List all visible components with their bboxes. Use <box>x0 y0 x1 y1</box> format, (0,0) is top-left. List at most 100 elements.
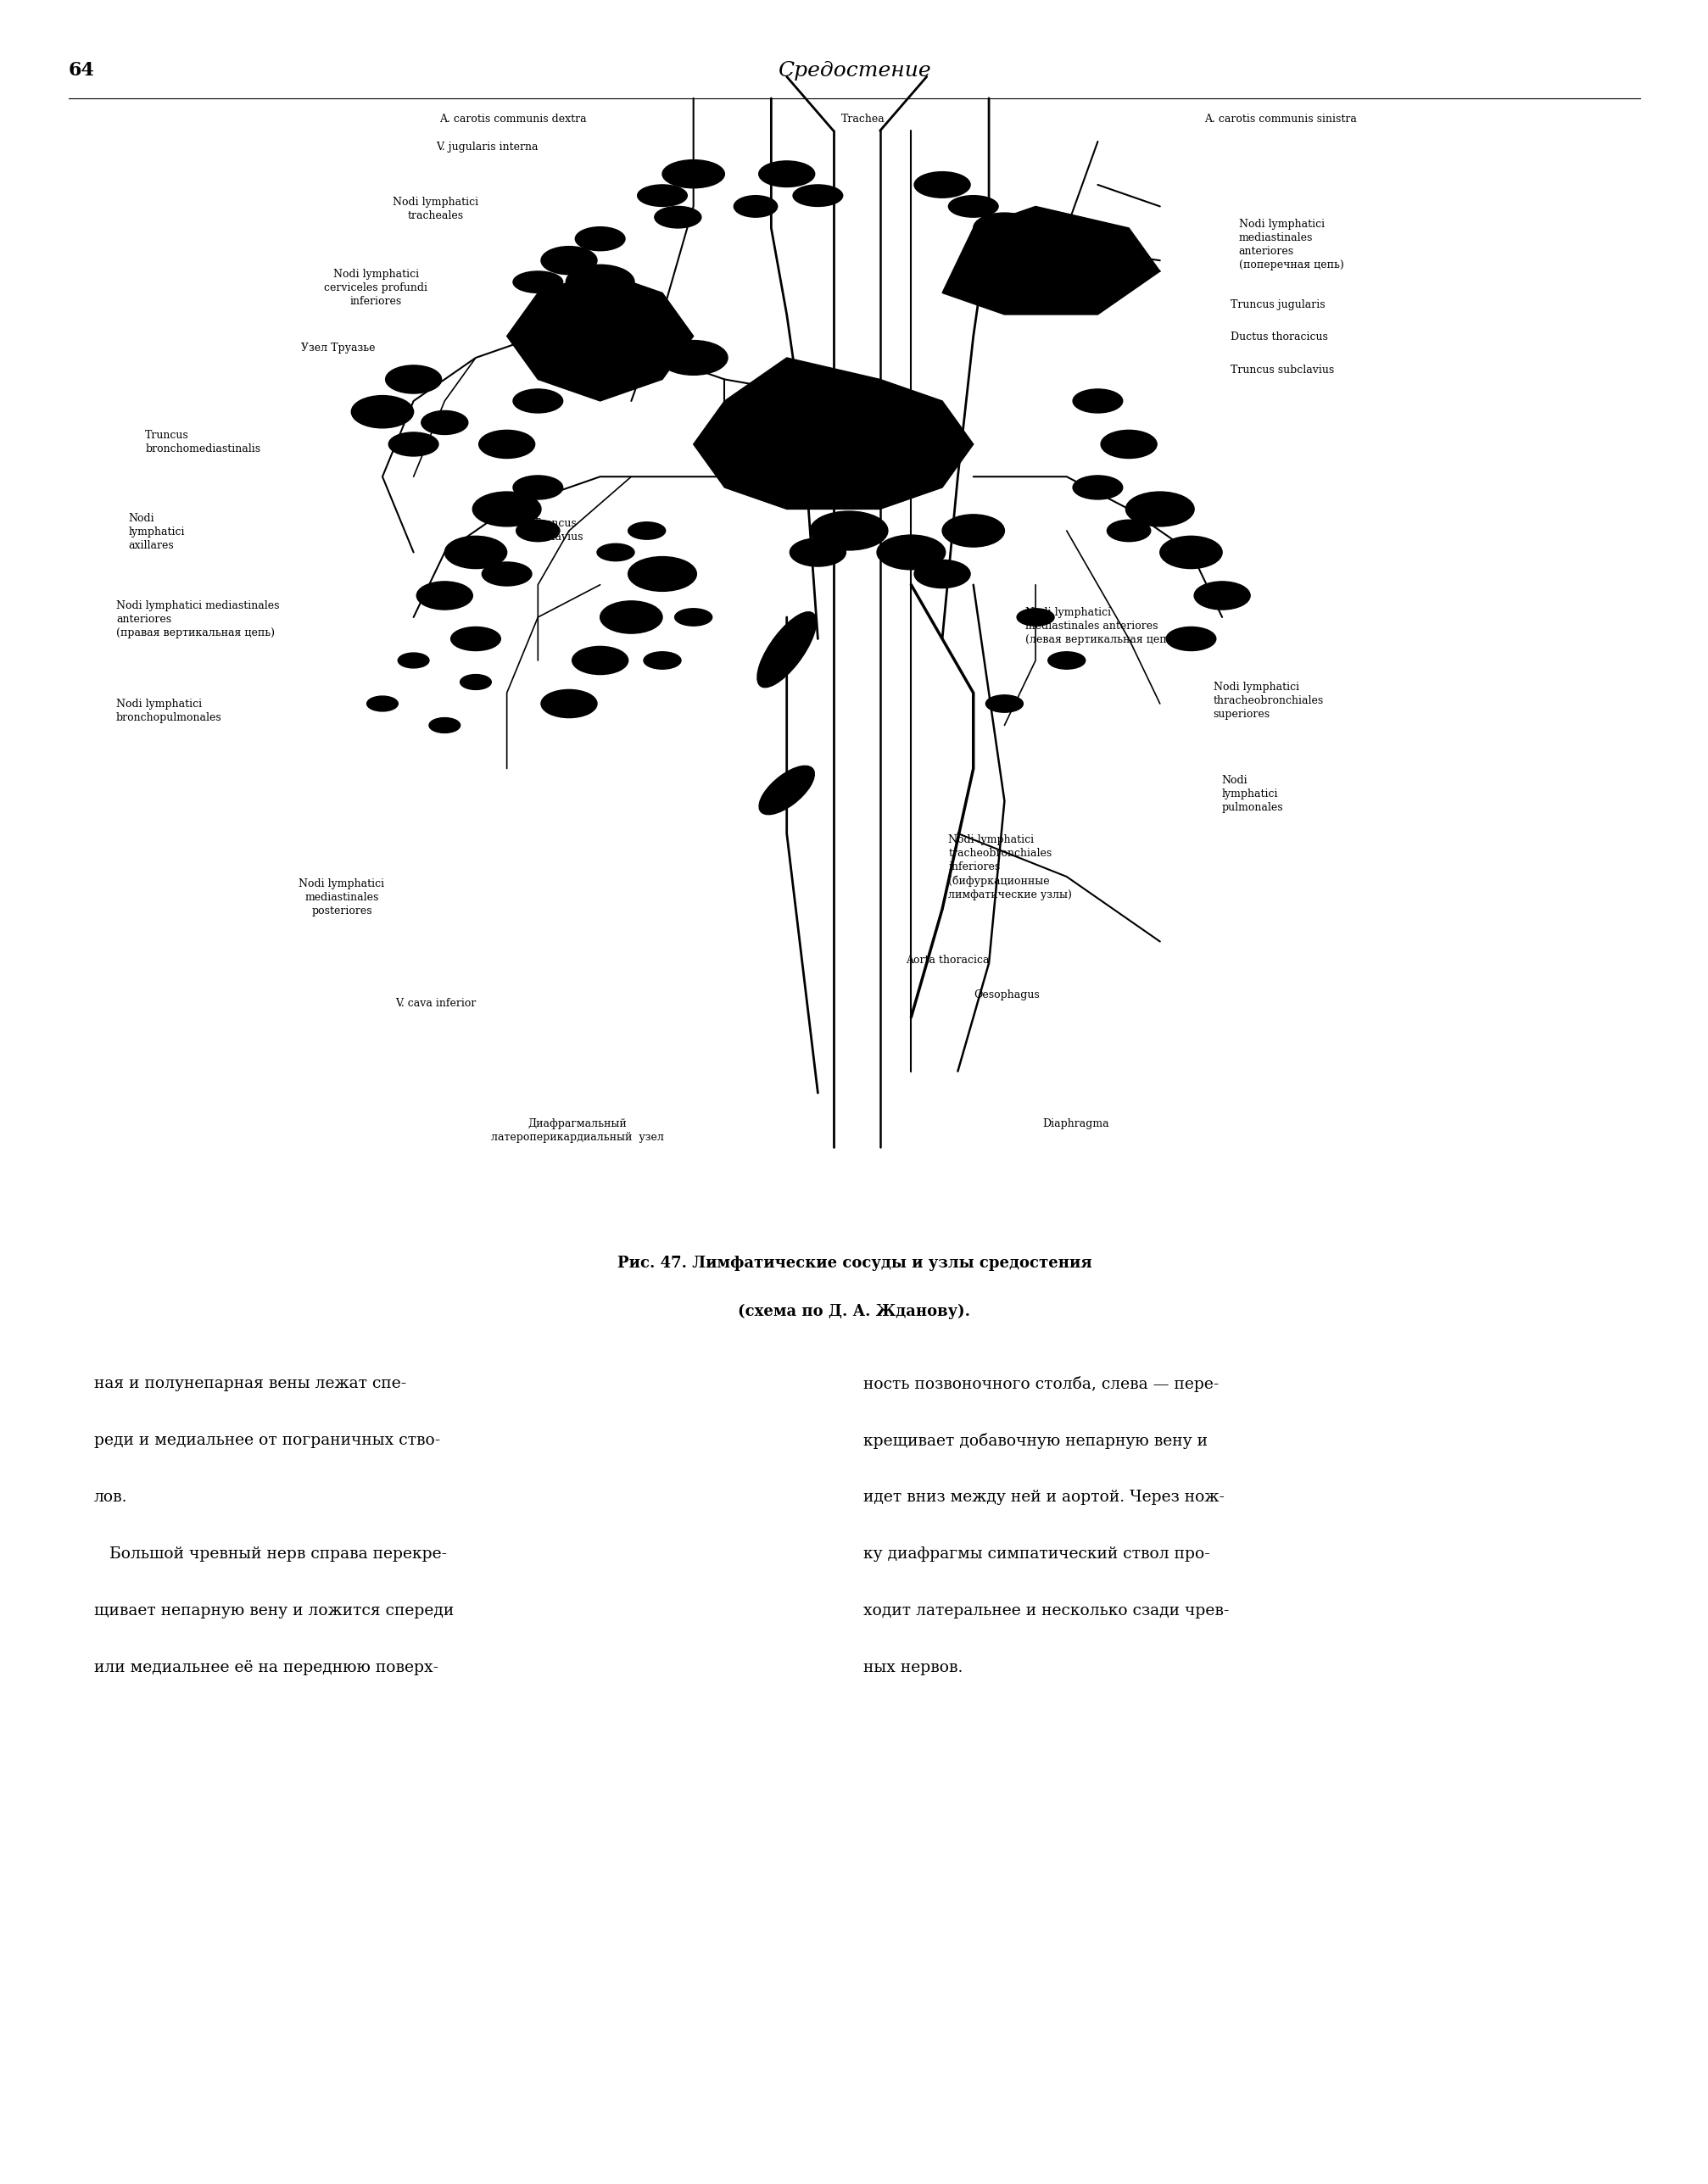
Ellipse shape <box>352 395 413 428</box>
Ellipse shape <box>1100 430 1156 459</box>
Ellipse shape <box>565 264 634 299</box>
Ellipse shape <box>793 186 842 207</box>
Ellipse shape <box>600 601 663 633</box>
Text: Nodi lymphatici
tracheobronchiales
inferiores
(бифуркационные
лимфатические узлы: Nodi lymphatici tracheobronchiales infer… <box>948 834 1071 900</box>
Text: Trachea: Trachea <box>840 114 885 124</box>
Ellipse shape <box>986 695 1023 712</box>
Ellipse shape <box>386 365 441 393</box>
Text: Nodi lymphatici
mediastinales
anteriores
(поперечная цепь): Nodi lymphatici mediastinales anteriores… <box>1238 218 1342 271</box>
Text: Nodi lymphatici mediastinales
anteriores
(правая вертикальная цепь): Nodi lymphatici mediastinales anteriores… <box>116 601 280 638</box>
Ellipse shape <box>422 411 468 435</box>
Ellipse shape <box>512 271 562 293</box>
Text: Nodi lymphatici
mediastinales
posteriores: Nodi lymphatici mediastinales posteriore… <box>299 878 384 915</box>
Polygon shape <box>507 271 693 402</box>
Text: Truncus
subclavius: Truncus subclavius <box>526 518 584 542</box>
Text: Рис. 47. Лимфатические сосуды и узлы средостения: Рис. 47. Лимфатические сосуды и узлы сре… <box>617 1256 1091 1271</box>
Ellipse shape <box>637 186 687 207</box>
Ellipse shape <box>572 646 629 675</box>
Text: Oesophagus: Oesophagus <box>974 989 1040 1000</box>
Polygon shape <box>693 358 974 509</box>
Text: ная и полунепарная вены лежат спе-: ная и полунепарная вены лежат спе- <box>94 1376 407 1391</box>
Text: идет вниз между ней и аортой. Через нож-: идет вниз между ней и аортой. Через нож- <box>863 1489 1223 1505</box>
Ellipse shape <box>1126 491 1194 526</box>
Text: Diaphragma: Diaphragma <box>1042 1118 1108 1129</box>
Text: Узел Труазье: Узел Труазье <box>301 343 376 354</box>
Ellipse shape <box>733 197 777 216</box>
Ellipse shape <box>1073 476 1122 500</box>
Ellipse shape <box>398 653 429 668</box>
Text: Диафрагмальный
латероперикардиальный  узел: Диафрагмальный латероперикардиальный узе… <box>490 1118 664 1142</box>
Ellipse shape <box>789 537 845 566</box>
Ellipse shape <box>758 767 815 815</box>
Ellipse shape <box>758 162 815 188</box>
Ellipse shape <box>1016 609 1054 627</box>
Ellipse shape <box>663 159 724 188</box>
Text: 64: 64 <box>68 61 94 81</box>
Text: Nodi lymphatici
thracheobronchiales
superiores: Nodi lymphatici thracheobronchiales supe… <box>1213 681 1324 719</box>
Ellipse shape <box>444 535 507 568</box>
Ellipse shape <box>974 212 1035 242</box>
Ellipse shape <box>659 341 728 376</box>
Text: V. jugularis interna: V. jugularis interna <box>436 142 538 153</box>
Ellipse shape <box>1073 389 1122 413</box>
Text: реди и медиальнее от пограничных ство-: реди и медиальнее от пограничных ство- <box>94 1433 441 1448</box>
Ellipse shape <box>459 675 492 690</box>
Ellipse shape <box>512 389 562 413</box>
Ellipse shape <box>473 491 541 526</box>
Ellipse shape <box>451 627 500 651</box>
Ellipse shape <box>516 520 560 542</box>
Text: Ductus thoracicus: Ductus thoracicus <box>1230 332 1327 343</box>
Ellipse shape <box>914 173 970 199</box>
Ellipse shape <box>596 544 634 561</box>
Text: Nodi lymphatici
cerviceles profundi
inferiores: Nodi lymphatici cerviceles profundi infe… <box>325 269 427 306</box>
Ellipse shape <box>675 609 712 627</box>
Text: Большой чревный нерв справа перекре-: Большой чревный нерв справа перекре- <box>94 1546 447 1562</box>
Text: Nodi lymphatici
bronchopulmonales: Nodi lymphatici bronchopulmonales <box>116 699 222 723</box>
Text: Nodi lymphatici
mediastinales anteriores
(левая вертикальная цепь): Nodi lymphatici mediastinales anteriores… <box>1025 607 1177 644</box>
Ellipse shape <box>967 240 1009 260</box>
Text: Truncus
bronchomediastinalis: Truncus bronchomediastinalis <box>145 430 261 454</box>
Polygon shape <box>941 207 1160 314</box>
Ellipse shape <box>941 515 1004 546</box>
Text: ходит латеральнее и несколько сзади чрев-: ходит латеральнее и несколько сзади чрев… <box>863 1603 1228 1618</box>
Ellipse shape <box>545 293 593 314</box>
Ellipse shape <box>576 227 625 251</box>
Ellipse shape <box>629 522 664 539</box>
Ellipse shape <box>417 581 473 609</box>
Ellipse shape <box>541 690 596 719</box>
Ellipse shape <box>512 476 562 500</box>
Text: крещивает добавочную непарную вену и: крещивает добавочную непарную вену и <box>863 1433 1206 1448</box>
Text: Aorta thoracica: Aorta thoracica <box>905 954 989 965</box>
Text: щивает непарную вену и ложится спереди: щивает непарную вену и ложится спереди <box>94 1603 454 1618</box>
Text: Truncus subclavius: Truncus subclavius <box>1230 365 1334 376</box>
Ellipse shape <box>914 559 970 587</box>
Text: ку диафрагмы симпатический ствол про-: ку диафрагмы симпатический ствол про- <box>863 1546 1209 1562</box>
Ellipse shape <box>367 697 398 712</box>
Text: A. carotis communis dextra: A. carotis communis dextra <box>439 114 586 124</box>
Ellipse shape <box>388 432 439 456</box>
Ellipse shape <box>482 561 531 585</box>
Ellipse shape <box>478 430 535 459</box>
Text: Средостение: Средостение <box>777 61 931 81</box>
Ellipse shape <box>429 719 459 734</box>
Text: Nodi lymphatici
tracheales: Nodi lymphatici tracheales <box>393 197 478 221</box>
Text: (схема по Д. А. Жданову).: (схема по Д. А. Жданову). <box>738 1304 970 1319</box>
Text: A. carotis communis sinistra: A. carotis communis sinistra <box>1204 114 1356 124</box>
Ellipse shape <box>1160 535 1221 568</box>
Ellipse shape <box>876 535 945 570</box>
Text: или медиальнее её на переднюю поверх-: или медиальнее её на переднюю поверх- <box>94 1660 439 1675</box>
Text: ных нервов.: ных нервов. <box>863 1660 962 1675</box>
Ellipse shape <box>757 612 816 688</box>
Ellipse shape <box>1194 581 1250 609</box>
Text: Nodi
lymphatici
pulmonales: Nodi lymphatici pulmonales <box>1221 775 1283 812</box>
Ellipse shape <box>948 197 997 216</box>
Text: ность позвоночного столба, слева — пере-: ность позвоночного столба, слева — пере- <box>863 1376 1218 1391</box>
Ellipse shape <box>644 651 681 668</box>
Ellipse shape <box>1047 651 1085 668</box>
Text: Nodi
lymphatici
axillares: Nodi lymphatici axillares <box>128 513 184 550</box>
Ellipse shape <box>629 557 697 592</box>
Ellipse shape <box>1165 627 1216 651</box>
Text: V. cava inferior: V. cava inferior <box>395 998 477 1009</box>
Ellipse shape <box>1107 520 1149 542</box>
Ellipse shape <box>810 511 888 550</box>
